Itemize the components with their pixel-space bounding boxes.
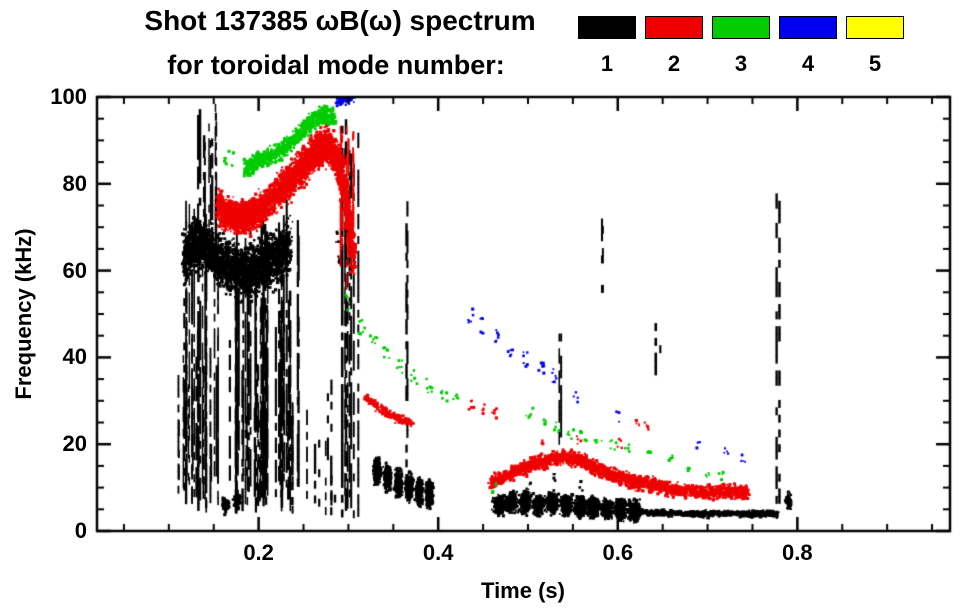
legend-item-n4: 4 [779, 16, 837, 77]
legend-item-n5: 5 [846, 16, 904, 77]
legend-mode-number: 2 [667, 51, 681, 76]
legend-item-n3: 3 [712, 16, 770, 77]
legend-mode-number: 1 [600, 51, 614, 76]
legend-swatch [779, 16, 837, 39]
legend: 1 2 3 4 5 [578, 16, 904, 77]
legend-swatch [645, 16, 703, 39]
legend-swatch [846, 16, 904, 39]
legend-swatch [578, 16, 636, 39]
legend-mode-number: 5 [868, 51, 882, 76]
legend-mode-number: 4 [801, 51, 815, 76]
legend-mode-number: 3 [734, 51, 748, 76]
legend-item-n2: 2 [645, 16, 703, 77]
legend-swatch [712, 16, 770, 39]
legend-item-n1: 1 [578, 16, 636, 77]
